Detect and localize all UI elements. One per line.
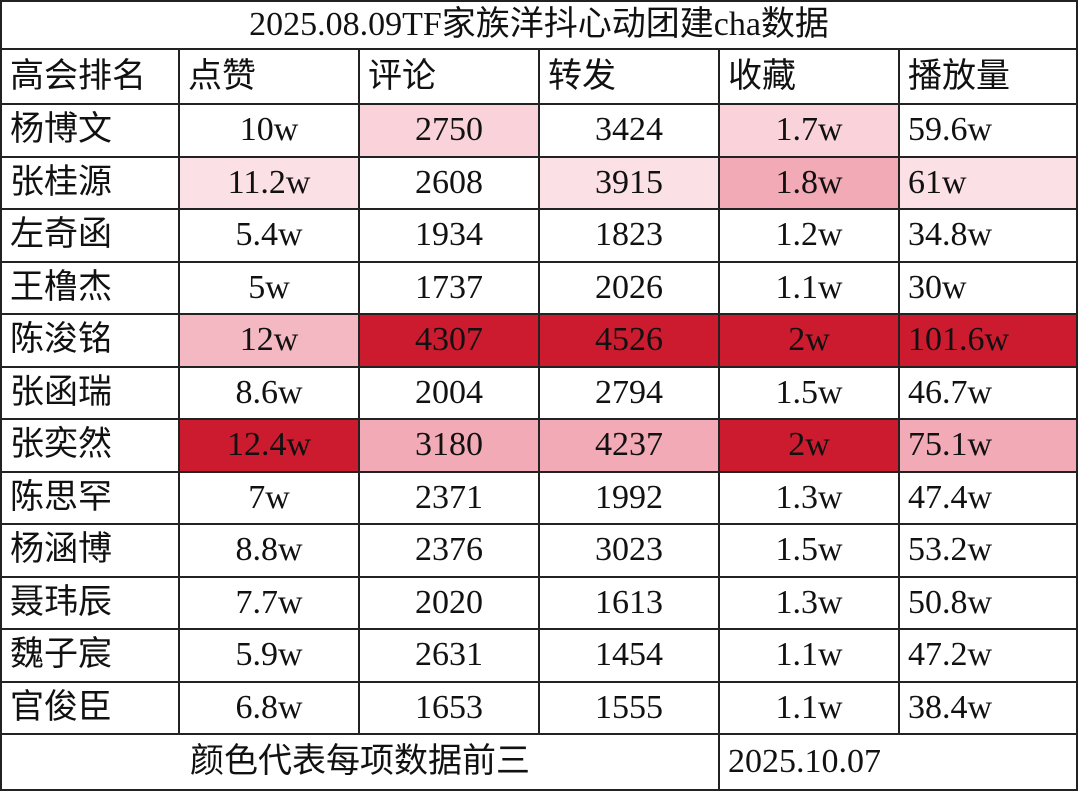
data-cell: 1.1w	[720, 262, 900, 315]
header-cell: 转发	[540, 50, 720, 105]
data-cell: 2376	[360, 525, 540, 578]
data-cell: 4307	[360, 315, 540, 368]
table-title: 2025.08.09TF家族洋抖心动团建cha数据	[0, 0, 1078, 50]
row-name: 王橹杰	[0, 262, 180, 315]
data-cell: 50.8w	[900, 577, 1078, 630]
data-cell: 1.5w	[720, 525, 900, 578]
data-cell: 3023	[540, 525, 720, 578]
header-cell: 高会排名	[0, 50, 180, 105]
data-cell: 2w	[720, 315, 900, 368]
row-name: 左奇函	[0, 210, 180, 263]
data-cell: 1.2w	[720, 210, 900, 263]
data-cell: 53.2w	[900, 525, 1078, 578]
row-name: 魏子宸	[0, 630, 180, 683]
data-cell: 47.2w	[900, 630, 1078, 683]
data-cell: 3180	[360, 420, 540, 473]
data-cell: 6.8w	[180, 682, 360, 735]
data-cell: 8.8w	[180, 525, 360, 578]
header-cell: 点赞	[180, 50, 360, 105]
data-cell: 61w	[900, 157, 1078, 210]
data-cell: 2794	[540, 367, 720, 420]
data-cell: 12.4w	[180, 420, 360, 473]
data-cell: 38.4w	[900, 682, 1078, 735]
data-cell: 2608	[360, 157, 540, 210]
data-cell: 59.6w	[900, 105, 1078, 158]
data-cell: 1.1w	[720, 630, 900, 683]
data-cell: 1.3w	[720, 577, 900, 630]
data-cell: 2750	[360, 105, 540, 158]
data-cell: 1555	[540, 682, 720, 735]
data-cell: 47.4w	[900, 472, 1078, 525]
data-cell: 1934	[360, 210, 540, 263]
data-cell: 75.1w	[900, 420, 1078, 473]
row-name: 张桂源	[0, 157, 180, 210]
data-cell: 3915	[540, 157, 720, 210]
data-cell: 10w	[180, 105, 360, 158]
data-cell: 1613	[540, 577, 720, 630]
data-cell: 4526	[540, 315, 720, 368]
data-cell: 1823	[540, 210, 720, 263]
data-cell: 12w	[180, 315, 360, 368]
footer-date: 2025.10.07	[720, 735, 1078, 791]
data-cell: 1737	[360, 262, 540, 315]
data-cell: 7.7w	[180, 577, 360, 630]
data-cell: 101.6w	[900, 315, 1078, 368]
data-cell: 2004	[360, 367, 540, 420]
data-cell: 4237	[540, 420, 720, 473]
row-name: 陈浚铭	[0, 315, 180, 368]
data-cell: 1653	[360, 682, 540, 735]
data-cell: 2026	[540, 262, 720, 315]
row-name: 杨博文	[0, 105, 180, 158]
row-name: 杨涵博	[0, 525, 180, 578]
row-name: 陈思罕	[0, 472, 180, 525]
data-cell: 2631	[360, 630, 540, 683]
data-cell: 46.7w	[900, 367, 1078, 420]
data-cell: 2371	[360, 472, 540, 525]
header-cell: 播放量	[900, 50, 1078, 105]
data-cell: 1.5w	[720, 367, 900, 420]
data-cell: 1.7w	[720, 105, 900, 158]
data-cell: 1992	[540, 472, 720, 525]
header-cell: 收藏	[720, 50, 900, 105]
data-cell: 8.6w	[180, 367, 360, 420]
data-cell: 2w	[720, 420, 900, 473]
row-name: 张奕然	[0, 420, 180, 473]
data-cell: 5.9w	[180, 630, 360, 683]
row-name: 官俊臣	[0, 682, 180, 735]
header-cell: 评论	[360, 50, 540, 105]
data-cell: 1.1w	[720, 682, 900, 735]
data-cell: 1.8w	[720, 157, 900, 210]
data-cell: 7w	[180, 472, 360, 525]
data-cell: 1.3w	[720, 472, 900, 525]
data-cell: 3424	[540, 105, 720, 158]
footer-note: 颜色代表每项数据前三	[0, 735, 720, 791]
data-cell: 5w	[180, 262, 360, 315]
row-name: 聂玮辰	[0, 577, 180, 630]
data-cell: 11.2w	[180, 157, 360, 210]
data-cell: 2020	[360, 577, 540, 630]
row-name: 张函瑞	[0, 367, 180, 420]
data-cell: 5.4w	[180, 210, 360, 263]
data-cell: 34.8w	[900, 210, 1078, 263]
data-cell: 1454	[540, 630, 720, 683]
data-cell: 30w	[900, 262, 1078, 315]
